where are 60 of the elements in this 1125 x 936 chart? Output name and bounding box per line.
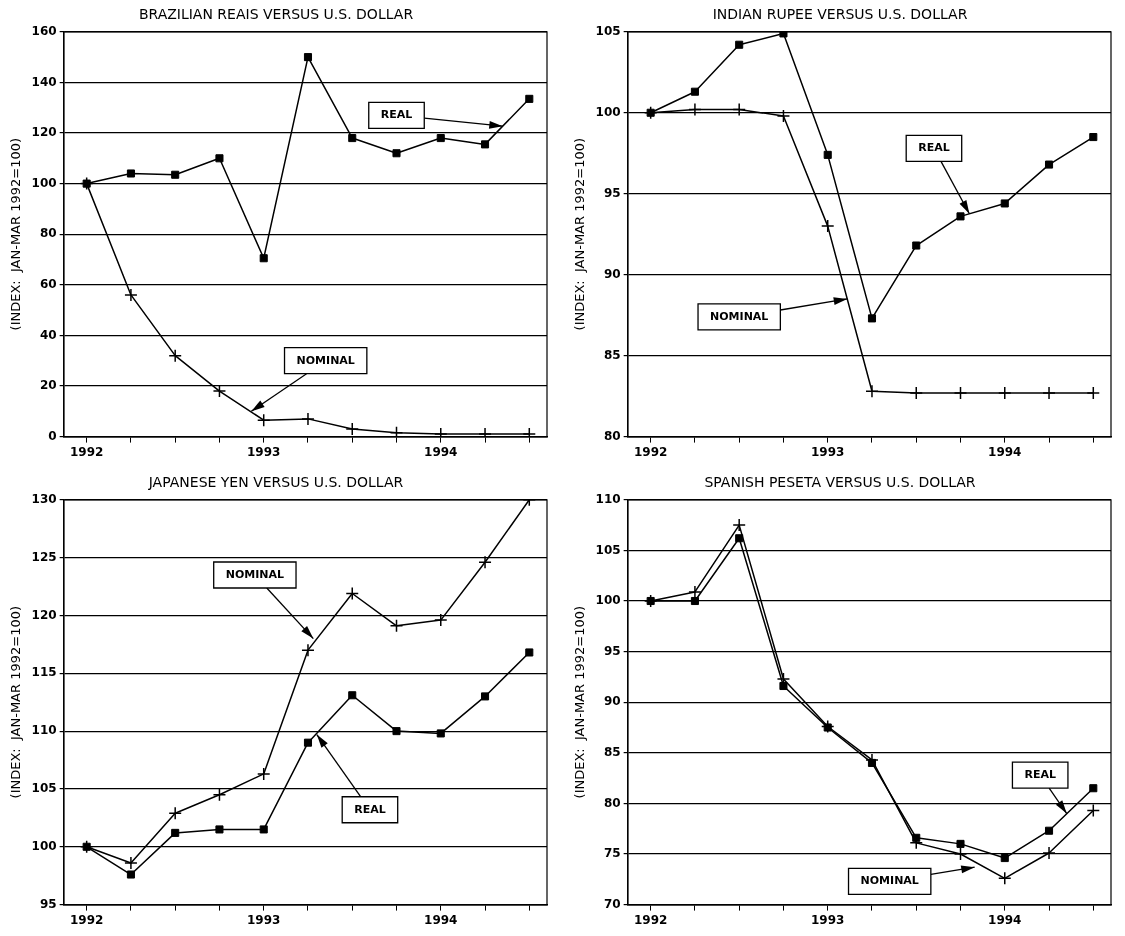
y-axis-title: (INDEX: JAN-MAR 1992=100) <box>572 605 588 799</box>
y-tick-label: 100 <box>31 175 57 190</box>
chart-title: INDIAN RUPEE VERSUS U.S. DOLLAR <box>712 6 968 23</box>
y-tick-label: 105 <box>31 781 57 796</box>
x-tick-label: 1994 <box>424 912 458 927</box>
x-tick-label: 1992 <box>69 912 104 927</box>
y-axis-title: (INDEX: JAN-MAR 1992=100) <box>8 605 24 799</box>
y-tick-label: 85 <box>603 347 621 362</box>
annotation: REAL <box>354 802 386 816</box>
chart-title: BRAZILIAN REAIS VERSUS U.S. DOLLAR <box>138 6 414 23</box>
annotation: NOMINAL <box>860 874 919 888</box>
y-axis-title: (INDEX: JAN-MAR 1992=100) <box>8 137 24 331</box>
y-tick-label: 160 <box>31 23 57 38</box>
annotation: NOMINAL <box>710 309 769 323</box>
y-tick-label: 85 <box>603 744 621 759</box>
y-tick-label: 40 <box>39 327 57 342</box>
x-tick-label: 1992 <box>633 444 668 459</box>
y-tick-label: 140 <box>31 74 57 89</box>
y-tick-label: 75 <box>603 846 621 861</box>
x-tick-label: 1993 <box>811 444 845 459</box>
y-tick-label: 130 <box>31 491 57 506</box>
annotation: NOMINAL <box>296 353 355 367</box>
chart-title: JAPANESE YEN VERSUS U.S. DOLLAR <box>147 474 404 491</box>
annotation: NOMINAL <box>225 567 285 581</box>
x-tick-label: 1994 <box>988 444 1022 459</box>
y-tick-label: 125 <box>31 549 57 564</box>
y-tick-label: 90 <box>603 266 621 281</box>
annotation: REAL <box>1024 767 1056 781</box>
y-tick-label: 80 <box>603 795 621 810</box>
y-tick-label: 115 <box>31 665 57 680</box>
y-tick-label: 95 <box>39 896 57 911</box>
y-tick-label: 90 <box>603 694 621 709</box>
y-tick-label: 60 <box>39 276 57 291</box>
y-tick-label: 95 <box>603 643 621 658</box>
y-tick-label: 20 <box>39 378 57 393</box>
x-tick-label: 1993 <box>247 912 281 927</box>
y-tick-label: 80 <box>39 226 57 241</box>
annotation: REAL <box>918 141 950 155</box>
y-tick-label: 70 <box>603 896 621 911</box>
x-tick-label: 1993 <box>811 912 845 927</box>
x-tick-label: 1994 <box>424 444 458 459</box>
x-tick-label: 1994 <box>988 912 1022 927</box>
y-axis-title: (INDEX: JAN-MAR 1992=100) <box>572 137 588 331</box>
y-tick-label: 0 <box>48 428 57 443</box>
y-tick-label: 110 <box>31 723 57 738</box>
y-tick-label: 95 <box>603 185 621 200</box>
y-tick-label: 120 <box>31 125 57 140</box>
annotation: REAL <box>380 108 413 122</box>
x-tick-label: 1992 <box>633 912 668 927</box>
y-tick-label: 120 <box>31 607 57 622</box>
y-tick-label: 100 <box>31 838 57 853</box>
y-tick-label: 110 <box>595 491 621 506</box>
y-tick-label: 105 <box>595 542 621 557</box>
chart-title: SPANISH PESETA VERSUS U.S. DOLLAR <box>704 474 976 491</box>
x-tick-label: 1993 <box>247 444 281 459</box>
y-tick-label: 105 <box>595 23 621 38</box>
x-tick-label: 1992 <box>69 444 104 459</box>
y-tick-label: 100 <box>595 593 621 608</box>
y-tick-label: 80 <box>603 428 621 443</box>
y-tick-label: 100 <box>595 104 621 119</box>
